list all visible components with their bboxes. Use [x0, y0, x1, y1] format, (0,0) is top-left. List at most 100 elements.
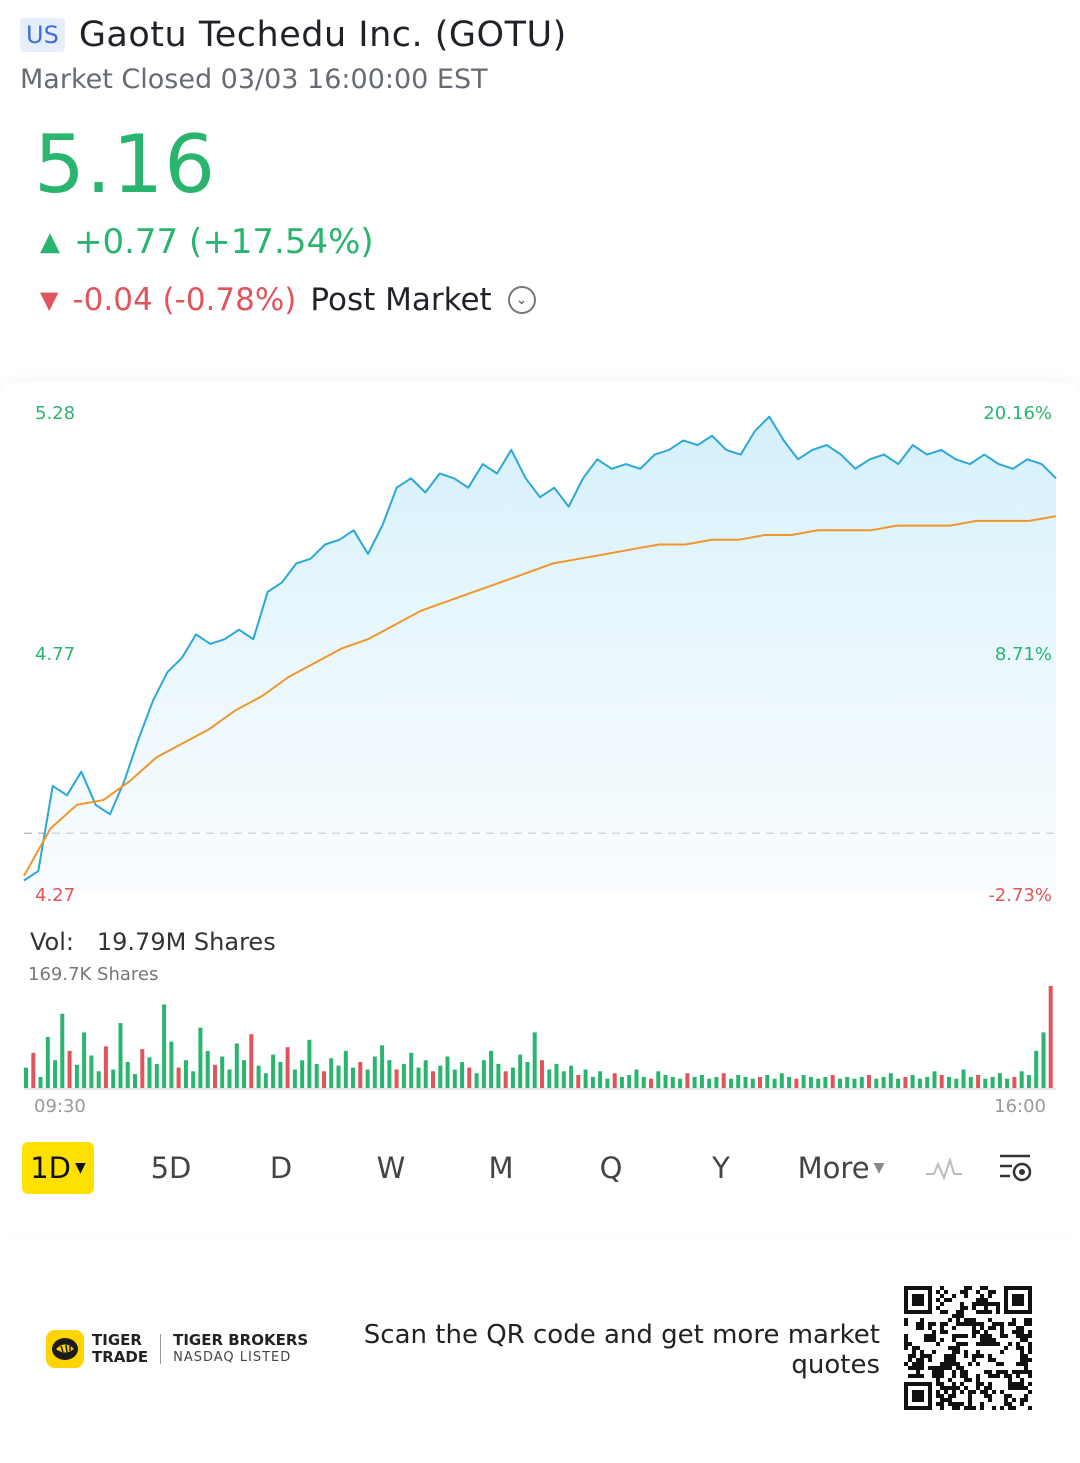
volume-bar	[351, 1067, 355, 1088]
volume-bar	[917, 1078, 922, 1088]
period-5d[interactable]: 5D	[150, 1151, 192, 1185]
volume-bar	[82, 1032, 87, 1088]
brand-divider	[160, 1334, 162, 1364]
volume-bar	[656, 1071, 661, 1088]
volume-bar	[983, 1078, 988, 1088]
volume-bar	[1048, 986, 1053, 1088]
volume-bar	[714, 1076, 719, 1088]
volume-bar	[67, 1050, 72, 1088]
volume-bar	[147, 1057, 152, 1088]
footer: TIGER TRADE TIGER BROKERS NASDAQ LISTED …	[0, 1236, 1080, 1463]
volume-bar	[24, 1067, 28, 1088]
volume-bar	[409, 1052, 414, 1088]
volume-bar	[358, 1062, 363, 1088]
volume-bar	[598, 1071, 603, 1088]
volume-bar	[947, 1076, 951, 1088]
volume-bar	[976, 1075, 981, 1088]
volume-bar	[583, 1069, 588, 1088]
volume-bar	[460, 1062, 465, 1088]
volume-bar	[859, 1076, 864, 1088]
brand-line2: TRADE	[92, 1348, 149, 1366]
volume-value: 19.79M Shares	[96, 928, 276, 956]
volume-bar	[888, 1073, 893, 1088]
volume-bar	[133, 1074, 137, 1088]
volume-bar	[925, 1076, 930, 1088]
scan-qr-text: Scan the QR code and get more market quo…	[363, 1320, 880, 1380]
volume-bar	[881, 1076, 886, 1088]
period-m[interactable]: M	[488, 1151, 514, 1185]
volume-bar	[729, 1078, 733, 1088]
period-y[interactable]: Y	[712, 1151, 730, 1185]
volume-bar	[721, 1073, 726, 1088]
caret-down-icon: ▼	[75, 1160, 86, 1176]
volume-bar	[627, 1075, 632, 1088]
volume-bar	[503, 1071, 508, 1088]
volume-bar	[467, 1067, 472, 1088]
volume-bar	[242, 1060, 246, 1088]
volume-bar	[838, 1078, 842, 1088]
volume-bar	[772, 1078, 777, 1088]
up-triangle-icon: ▲	[40, 227, 60, 257]
volume-bar	[765, 1075, 770, 1088]
volume-bar	[401, 1063, 406, 1088]
y-label-right-top: 20.16%	[983, 403, 1052, 424]
volume-bar	[525, 1062, 530, 1088]
period-more[interactable]: More ▼	[786, 1142, 896, 1194]
volume-bar	[300, 1060, 305, 1088]
post-market-label: Post Market	[310, 282, 492, 318]
chevron-down-icon[interactable]: ⌄	[507, 286, 536, 314]
volume-bar	[1026, 1075, 1031, 1088]
volume-bar	[540, 1060, 544, 1088]
chart-settings-icon[interactable]	[986, 1142, 1046, 1194]
period-1d[interactable]: 1D ▼	[22, 1142, 94, 1194]
volume-bar	[569, 1065, 574, 1088]
volume-bar	[489, 1050, 494, 1088]
price-area	[24, 416, 1056, 890]
volume-bar	[53, 1060, 58, 1088]
period-q[interactable]: Q	[599, 1151, 623, 1185]
volume-bar	[481, 1060, 486, 1088]
market-badge: US	[20, 18, 65, 52]
period-w[interactable]: W	[376, 1151, 406, 1185]
volume-bar	[103, 1046, 108, 1088]
volume-bar	[394, 1069, 399, 1088]
volume-bar	[60, 1013, 65, 1088]
brand-line1: TIGER	[92, 1331, 142, 1349]
average-price-line	[23, 515, 1057, 877]
volume-bar	[968, 1076, 973, 1088]
price-change-row: ▲ +0.77 (+17.54%)	[40, 222, 374, 262]
volume-bar	[343, 1050, 348, 1088]
volume-bar	[896, 1078, 901, 1088]
volume-bar	[380, 1045, 385, 1088]
volume-bar	[685, 1073, 690, 1088]
volume-bar	[605, 1078, 610, 1088]
y-label-left-bottom: 4.27	[35, 885, 75, 906]
volume-chart[interactable]	[0, 980, 1080, 1092]
volume-bar	[1034, 1050, 1039, 1088]
volume-bar	[670, 1076, 675, 1088]
volume-bar	[932, 1071, 937, 1088]
broker-name: TIGER BROKERS	[173, 1330, 309, 1349]
qr-code-icon[interactable]	[904, 1286, 1032, 1410]
volume-label: Vol:	[30, 928, 74, 956]
volume-bar	[474, 1073, 479, 1088]
last-price: 5.16	[34, 118, 217, 211]
price-series-line	[23, 415, 1057, 882]
volume-bar	[619, 1076, 624, 1088]
volume-bar	[292, 1069, 297, 1088]
volume-bar	[234, 1043, 239, 1088]
volume-bar	[198, 1027, 203, 1088]
intraday-price-chart[interactable]: 5.28 4.77 4.27 20.16% 8.71% -2.73%	[0, 390, 1080, 920]
line-chart-icon[interactable]	[914, 1142, 974, 1194]
volume-bar	[285, 1047, 290, 1088]
volume-bar	[678, 1078, 683, 1088]
volume-bar	[823, 1076, 828, 1088]
volume-bar	[787, 1076, 792, 1088]
post-market-row[interactable]: ▼ -0.04 (-0.78%) Post Market ⌄	[40, 282, 536, 318]
volume-bar	[874, 1078, 879, 1088]
volume-bar	[176, 1067, 181, 1088]
volume-bar	[213, 1064, 217, 1088]
period-d[interactable]: D	[269, 1151, 293, 1185]
volume-bar	[997, 1073, 1002, 1088]
volume-bar	[169, 1041, 174, 1088]
